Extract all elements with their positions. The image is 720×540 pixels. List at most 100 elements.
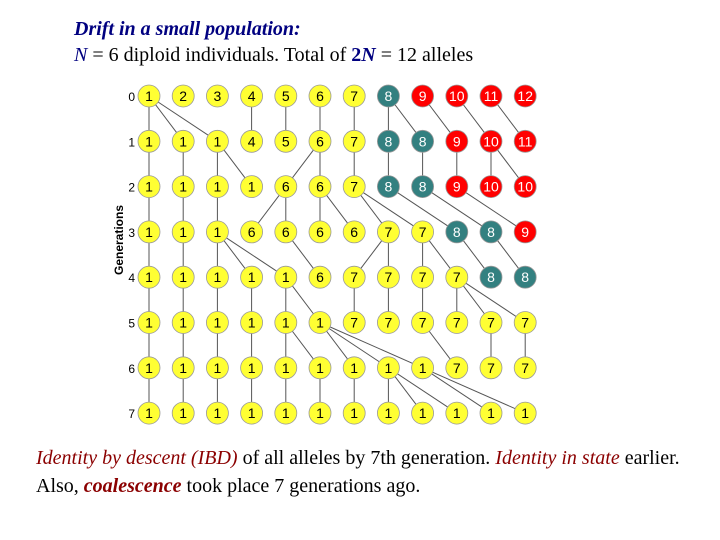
allele-label: 4 [248,133,256,149]
allele-node [274,175,298,198]
allele-node [274,401,298,425]
allele-label: 1 [179,269,187,285]
generation-number: 2 [128,181,135,195]
two-n-number: 2 [351,44,362,66]
allele-node [513,401,537,425]
lineage-line [422,367,492,414]
allele-node [445,265,469,289]
allele-label: 5 [282,133,290,149]
allele-label: 8 [453,224,461,240]
allele-node [206,311,229,334]
allele-label: 8 [385,179,393,195]
allele-node [171,220,195,244]
allele-label: 9 [453,133,461,149]
allele-node [274,265,298,289]
allele-node [171,401,195,425]
allele-node [171,84,195,108]
lineage-line [388,367,458,414]
allele-node [342,265,366,289]
allele-node [274,84,298,108]
n-symbol: N [74,44,88,66]
allele-label: 1 [179,133,187,149]
allele-node [206,84,229,108]
allele-node [342,84,366,108]
allele-label: 1 [248,405,256,421]
coalescence-term: coalescence [83,475,182,497]
allele-label: 1 [350,360,358,376]
allele-label: 11 [518,133,533,149]
title-line-2: N = 6 diploid individuals. Total of 2N =… [74,42,473,68]
allele-label: 7 [385,269,393,285]
allele-label: 1 [316,360,324,376]
allele-label: 1 [145,224,153,240]
allele-label: 1 [248,179,256,195]
allele-label: 1 [453,405,461,421]
identity-in-state-term: Identity in state [495,447,620,469]
allele-node [171,129,195,153]
allele-node [513,220,537,244]
allele-node [206,220,229,244]
allele-node [137,265,161,289]
allele-label: 1 [145,315,153,331]
allele-label: 1 [214,179,222,195]
title-line-1: Drift in a small population: [74,18,301,40]
allele-label: 7 [350,269,358,285]
allele-node [308,175,332,198]
allele-node [342,401,366,425]
allele-node [376,265,400,289]
allele-label: 8 [487,224,495,240]
allele-label: 7 [419,315,427,331]
allele-label: 9 [419,88,427,104]
allele-node [342,175,366,198]
lineage-line [319,322,423,369]
allele-node [137,356,161,380]
allele-label: 1 [316,315,324,331]
allele-label: 1 [419,405,427,421]
allele-label: 1 [385,405,393,421]
allele-node [206,356,229,380]
allele-label: 1 [214,224,222,240]
caption: Identity by descent (IBD) of all alleles… [36,444,696,500]
allele-label: 7 [385,224,393,240]
allele-node [445,356,469,380]
allele-label: 7 [487,315,495,331]
allele-label: 7 [385,315,393,331]
allele-label: 8 [487,269,495,285]
allele-node [445,311,469,334]
allele-node [274,220,298,244]
allele-label: 1 [248,315,256,331]
generation-number: 1 [128,135,135,149]
allele-node [479,175,503,198]
lineage-line [388,186,458,233]
allele-label: 8 [419,133,427,149]
allele-label: 10 [517,179,533,195]
lineage-line [456,186,526,233]
allele-node [137,129,161,153]
allele-label: 1 [214,315,222,331]
allele-label: 7 [487,360,495,376]
allele-node [513,265,537,289]
allele-node [445,175,469,198]
allele-label: 1 [145,133,153,149]
allele-node [240,84,264,108]
allele-label: 7 [350,88,358,104]
allele-node [411,129,435,153]
slide-title: Drift in a small population: N = 6 diplo… [74,16,473,68]
allele-node [479,311,503,334]
allele-node [445,220,469,244]
allele-label: 1 [282,269,290,285]
allele-label: 1 [385,360,393,376]
allele-node [411,84,435,108]
allele-node [411,401,435,425]
n-text: = 6 diploid individuals. Total of [87,44,352,66]
allele-label: 7 [521,315,529,331]
allele-node [171,265,195,289]
allele-node [513,175,537,198]
allele-label: 1 [521,405,529,421]
lineage-line [456,276,526,323]
allele-node [206,265,229,289]
generations-axis-label: Generations [112,205,126,275]
allele-node [479,84,503,108]
allele-node [308,220,332,244]
allele-label: 1 [214,360,222,376]
